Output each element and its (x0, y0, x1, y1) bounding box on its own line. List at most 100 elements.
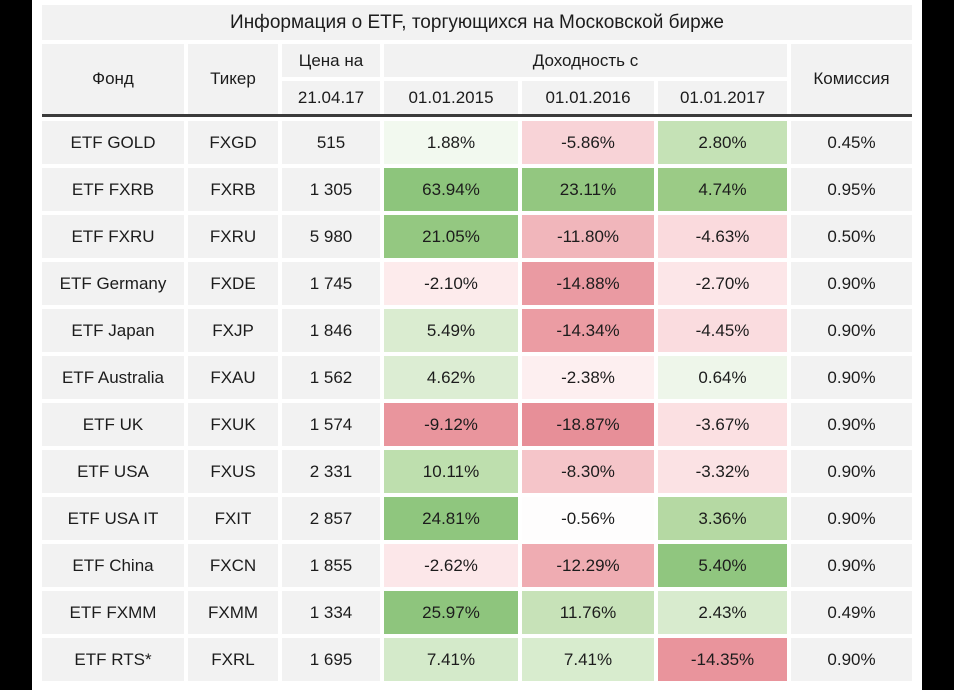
price: 1 305 (282, 168, 380, 211)
table-row-fxuk: ETF UK FXUK 1 574 -9.12% -18.87% -3.67% … (42, 403, 913, 446)
header-date-2016: 01.01.2016 (522, 81, 654, 114)
return-2016: 7.41% (522, 638, 654, 681)
fund-name: ETF UK (42, 403, 184, 446)
commission: 0.90% (791, 356, 912, 399)
table-header: Фонд Тикер Цена на 21.04.17 Доходность с… (42, 44, 913, 114)
return-2015: 1.88% (384, 121, 518, 164)
ticker: FXRL (188, 638, 278, 681)
ticker: FXUK (188, 403, 278, 446)
price: 2 857 (282, 497, 380, 540)
return-2017: -14.35% (658, 638, 787, 681)
price: 1 846 (282, 309, 380, 352)
commission: 0.90% (791, 309, 912, 352)
return-2017: -3.32% (658, 450, 787, 493)
commission: 0.90% (791, 403, 912, 446)
commission: 0.90% (791, 450, 912, 493)
ticker: FXAU (188, 356, 278, 399)
return-2016: -5.86% (522, 121, 654, 164)
price: 1 855 (282, 544, 380, 587)
return-2015: 25.97% (384, 591, 518, 634)
header-date-2017: 01.01.2017 (658, 81, 787, 114)
return-2017: -3.67% (658, 403, 787, 446)
fund-name: ETF FXMM (42, 591, 184, 634)
return-2016: -8.30% (522, 450, 654, 493)
fund-name: ETF RTS* (42, 638, 184, 681)
ticker: FXJP (188, 309, 278, 352)
table-row-fxde: ETF Germany FXDE 1 745 -2.10% -14.88% -2… (42, 262, 913, 305)
return-2015: 5.49% (384, 309, 518, 352)
table-title: Информация о ETF, торгующихся на Московс… (42, 5, 912, 40)
return-2016: -0.56% (522, 497, 654, 540)
ticker: FXUS (188, 450, 278, 493)
return-2017: 2.80% (658, 121, 787, 164)
return-2016: -12.29% (522, 544, 654, 587)
fund-name: ETF Australia (42, 356, 184, 399)
return-2016: -14.88% (522, 262, 654, 305)
return-2015: 10.11% (384, 450, 518, 493)
fund-name: ETF GOLD (42, 121, 184, 164)
price: 5 980 (282, 215, 380, 258)
header-divider (42, 114, 912, 117)
commission: 0.45% (791, 121, 912, 164)
fund-name: ETF USA (42, 450, 184, 493)
commission: 0.50% (791, 215, 912, 258)
etf-table: Информация о ETF, торгующихся на Московс… (42, 5, 913, 685)
price: 2 331 (282, 450, 380, 493)
table-row-fxrb: ETF FXRB FXRB 1 305 63.94% 23.11% 4.74% … (42, 168, 913, 211)
left-black-bar (0, 0, 32, 690)
return-2017: -4.45% (658, 309, 787, 352)
return-2016: -11.80% (522, 215, 654, 258)
fund-name: ETF FXRU (42, 215, 184, 258)
header-fund: Фонд (42, 44, 184, 114)
price: 1 695 (282, 638, 380, 681)
return-2015: 7.41% (384, 638, 518, 681)
ticker: FXGD (188, 121, 278, 164)
commission: 0.90% (791, 638, 912, 681)
return-2017: -4.63% (658, 215, 787, 258)
fund-name: ETF Germany (42, 262, 184, 305)
table-row-fxgd: ETF GOLD FXGD 515 1.88% -5.86% 2.80% 0.4… (42, 121, 913, 164)
header-price-date: 21.04.17 (282, 81, 380, 114)
return-2017: 3.36% (658, 497, 787, 540)
table-row-fxus: ETF USA FXUS 2 331 10.11% -8.30% -3.32% … (42, 450, 913, 493)
commission: 0.90% (791, 497, 912, 540)
ticker: FXRU (188, 215, 278, 258)
fund-name: ETF FXRB (42, 168, 184, 211)
table-row-fxau: ETF Australia FXAU 1 562 4.62% -2.38% 0.… (42, 356, 913, 399)
ticker: FXIT (188, 497, 278, 540)
return-2016: -18.87% (522, 403, 654, 446)
table-row-fxjp: ETF Japan FXJP 1 846 5.49% -14.34% -4.45… (42, 309, 913, 352)
header-date-2015: 01.01.2015 (384, 81, 518, 114)
commission: 0.95% (791, 168, 912, 211)
return-2017: 0.64% (658, 356, 787, 399)
return-2015: -9.12% (384, 403, 518, 446)
commission: 0.90% (791, 544, 912, 587)
return-2017: 4.74% (658, 168, 787, 211)
ticker: FXDE (188, 262, 278, 305)
return-2016: -14.34% (522, 309, 654, 352)
header-price-label: Цена на (282, 44, 380, 77)
price: 515 (282, 121, 380, 164)
table-row-fxcn: ETF China FXCN 1 855 -2.62% -12.29% 5.40… (42, 544, 913, 587)
ticker: FXMM (188, 591, 278, 634)
table-row-fxit: ETF USA IT FXIT 2 857 24.81% -0.56% 3.36… (42, 497, 913, 540)
ticker: FXCN (188, 544, 278, 587)
return-2015: 24.81% (384, 497, 518, 540)
commission: 0.90% (791, 262, 912, 305)
fund-name: ETF China (42, 544, 184, 587)
table-row-fxrl: ETF RTS* FXRL 1 695 7.41% 7.41% -14.35% … (42, 638, 913, 681)
return-2016: 11.76% (522, 591, 654, 634)
commission: 0.49% (791, 591, 912, 634)
header-ticker: Тикер (188, 44, 278, 114)
right-black-bar (922, 0, 954, 690)
table-body: ETF GOLD FXGD 515 1.88% -5.86% 2.80% 0.4… (42, 121, 913, 681)
price: 1 745 (282, 262, 380, 305)
fund-name: ETF Japan (42, 309, 184, 352)
return-2017: 5.40% (658, 544, 787, 587)
return-2016: -2.38% (522, 356, 654, 399)
return-2015: 63.94% (384, 168, 518, 211)
header-commission: Комиссия (791, 44, 912, 114)
return-2015: 21.05% (384, 215, 518, 258)
price: 1 562 (282, 356, 380, 399)
table-row-fxru: ETF FXRU FXRU 5 980 21.05% -11.80% -4.63… (42, 215, 913, 258)
